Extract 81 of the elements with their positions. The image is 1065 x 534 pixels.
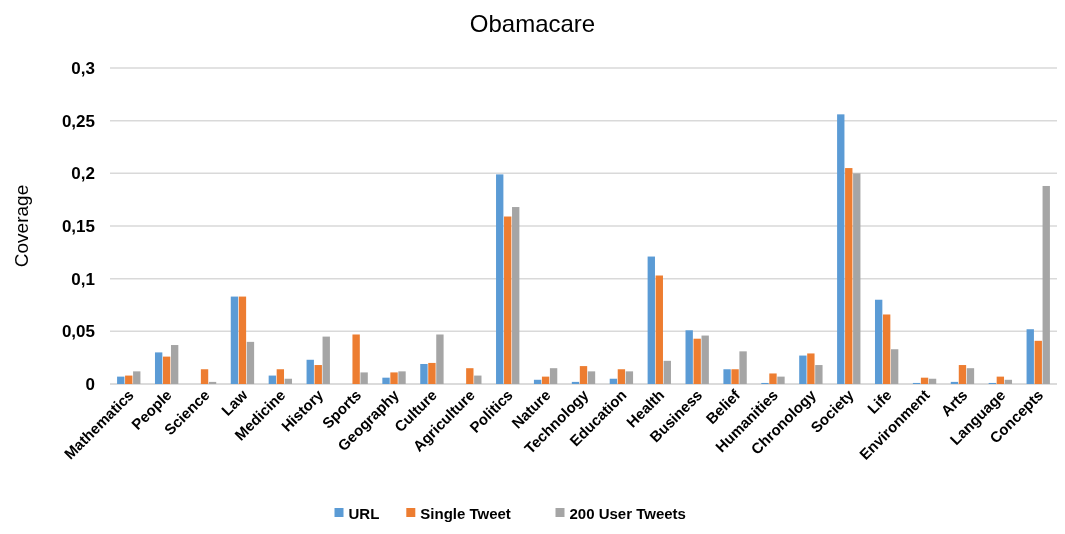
bar (777, 376, 785, 384)
bar (731, 369, 739, 384)
bar (306, 359, 314, 384)
bar (154, 352, 163, 384)
y-tick-label: 0,05 (61, 322, 95, 342)
bar (958, 365, 967, 384)
bar (1004, 379, 1013, 384)
bar (200, 369, 209, 384)
bar (549, 368, 558, 384)
bar (541, 376, 550, 384)
bar (625, 371, 634, 384)
bar (360, 372, 368, 384)
bar (504, 216, 512, 384)
bar (723, 369, 731, 384)
bar (663, 360, 671, 384)
bar (685, 330, 693, 384)
bar (246, 341, 255, 384)
bar (208, 381, 217, 384)
bar (920, 377, 929, 384)
bar (162, 356, 171, 384)
bar (647, 256, 655, 384)
bar (170, 345, 179, 384)
y-tick-label: 0 (85, 374, 95, 394)
bar (815, 365, 823, 384)
bar (314, 365, 322, 384)
bar (238, 296, 247, 384)
bar (382, 377, 390, 384)
y-tick-label: 0,15 (61, 216, 95, 236)
bar (950, 381, 959, 384)
y-tick-label: 0,2 (71, 164, 95, 184)
legend-label: Single Tweet (420, 505, 511, 523)
bar (496, 174, 504, 384)
legend-label: 200 User Tweets (569, 505, 686, 523)
bar (996, 376, 1005, 384)
bar (125, 375, 133, 384)
bar (579, 366, 588, 384)
chart-title: Obamacare (469, 10, 596, 37)
bar (874, 299, 883, 384)
bar (701, 335, 709, 384)
bar (587, 371, 596, 384)
bar (133, 371, 141, 384)
bar (890, 349, 899, 384)
bar (230, 296, 239, 384)
bar (799, 355, 807, 384)
bar (390, 372, 398, 384)
bar (837, 114, 845, 384)
bar (322, 336, 330, 384)
bar (928, 378, 937, 384)
bar (428, 362, 436, 384)
bar (655, 275, 663, 384)
bar (609, 378, 618, 384)
bar (807, 353, 815, 384)
bar (117, 376, 125, 384)
bar (512, 207, 520, 384)
bar (1042, 185, 1050, 384)
bar (845, 168, 853, 384)
bar (1026, 329, 1034, 384)
bar (533, 379, 542, 384)
bar (284, 378, 293, 384)
legend-label: URL (348, 505, 380, 523)
bar (769, 373, 777, 384)
y-tick-label: 0,1 (71, 269, 95, 289)
bar (420, 363, 428, 384)
bar (466, 368, 474, 384)
bar (352, 334, 360, 384)
bar (1034, 340, 1042, 384)
y-tick-label: 0,25 (61, 111, 95, 131)
bar (571, 381, 580, 384)
y-tick-label: 0,3 (71, 58, 95, 78)
bar (276, 369, 285, 384)
bar (436, 334, 444, 384)
bar (268, 375, 277, 384)
bar (617, 369, 626, 384)
bar (853, 173, 861, 384)
y-axis-title: Coverage (11, 184, 32, 268)
bar (739, 351, 747, 384)
bar (474, 375, 482, 384)
bar (966, 368, 975, 384)
bar (398, 371, 406, 384)
bar (693, 338, 701, 384)
bar (882, 314, 891, 384)
